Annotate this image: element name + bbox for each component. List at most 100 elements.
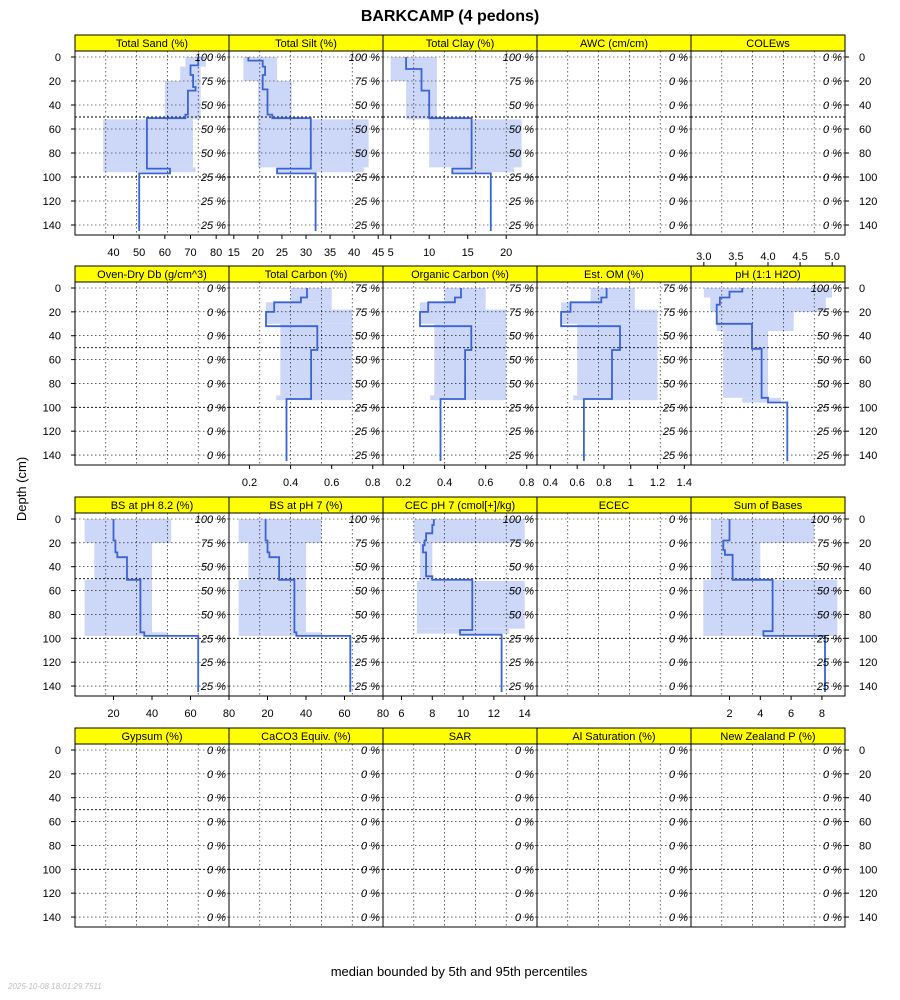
panel-title: CaCO3 Equiv. (%) — [261, 731, 351, 743]
panel: COLEws 0 % 0 % 0 % 0 % 0 % 0 % 0 % 0 % 0 20 40 60 80 1… — [690, 34, 877, 236]
y-tick-label: 80 — [859, 148, 871, 160]
contribution-label: 0 % — [823, 220, 842, 232]
panel-frame — [228, 743, 384, 928]
percentile-band — [452, 167, 514, 173]
y-tick-label: 60 — [859, 817, 871, 829]
median-line — [138, 57, 200, 231]
panel-frame — [690, 281, 846, 466]
contribution-label: 0 % — [823, 817, 842, 829]
contribution-label: 75 % — [355, 283, 380, 295]
contribution-label: 0 % — [669, 769, 688, 781]
contribution-label: 0 % — [669, 864, 688, 876]
x-tick-label: 15 — [462, 247, 474, 259]
contribution-label: 100 % — [503, 52, 534, 64]
y-tick-label: 60 — [859, 124, 871, 136]
contribution-label: 0 % — [207, 355, 226, 367]
y-tick-label: 140 — [43, 681, 61, 693]
contribution-label: 25 % — [354, 196, 380, 208]
contribution-label: 0 % — [361, 888, 380, 900]
contribution-label: 0 % — [361, 793, 380, 805]
contribution-label: 50 % — [509, 355, 534, 367]
x-tick-label: 4.0 — [760, 251, 775, 263]
contribution-label: 0 % — [669, 681, 688, 693]
contribution-label: 25 % — [508, 657, 534, 669]
percentile-band — [416, 581, 525, 629]
y-tick-label: 20 — [49, 76, 61, 88]
contribution-label: 0 % — [669, 562, 688, 574]
y-tick-label: 40 — [49, 331, 61, 343]
contribution-label: 0 % — [823, 172, 842, 184]
percentile-band — [290, 288, 332, 303]
contribution-label: 0 % — [823, 52, 842, 64]
contribution-label: 25 % — [508, 450, 534, 462]
panel-frame — [74, 743, 230, 928]
contribution-label: 75 % — [663, 307, 688, 319]
contribution-label: 75 % — [355, 76, 380, 88]
contribution-label: 25 % — [508, 426, 534, 438]
contribution-label: 0 % — [823, 76, 842, 88]
contribution-label: 50 % — [355, 331, 380, 343]
contribution-label: 25 % — [662, 426, 688, 438]
percentile-band — [420, 302, 486, 310]
y-tick-label: 100 — [859, 172, 877, 184]
contribution-label: 0 % — [361, 769, 380, 781]
percentile-band — [277, 167, 364, 173]
timestamp: 2025-10-08 18:01:29.7511 — [7, 982, 102, 991]
panel-title: ECEC — [599, 500, 630, 512]
contribution-label: 25 % — [200, 633, 226, 645]
contribution-label: 50 % — [509, 148, 534, 160]
y-tick-label: 120 — [43, 888, 61, 900]
contribution-label: 25 % — [354, 681, 380, 693]
y-tick-label: 120 — [859, 426, 877, 438]
contribution-label: 0 % — [361, 912, 380, 924]
panel-title: Gypsum (%) — [121, 731, 182, 743]
x-tick-label: 20 — [107, 708, 119, 720]
contribution-label: 25 % — [662, 450, 688, 462]
panel-title: Oven-Dry Db (g/cm^3) — [97, 269, 207, 281]
y-tick-label: 100 — [43, 172, 61, 184]
x-tick-label: 5.0 — [825, 251, 840, 263]
panel: Gypsum (%) 0 % 0 % 0 % 0 % 0 % 0 % 0 % 0 % 0 20 40 6… — [43, 727, 230, 928]
contribution-label: 25 % — [508, 402, 534, 414]
panel: Total Clay (%) 100 % 75 % 50 % 50 % 50 % 25 % 2… — [382, 34, 538, 259]
panel: BS at pH 7 (%) 100 % 75 % 50 % 50 % 50 % 25 % 2… — [228, 496, 389, 720]
percentile-band — [416, 628, 510, 634]
contribution-label: 100 % — [503, 514, 534, 526]
y-tick-label: 120 — [859, 888, 877, 900]
x-tick-label: 0.4 — [437, 477, 452, 489]
panel-frame — [690, 512, 846, 697]
percentile-band — [710, 297, 826, 312]
contribution-label: 0 % — [669, 657, 688, 669]
x-tick-label: 35 — [324, 247, 336, 259]
y-tick-label: 0 — [55, 745, 61, 757]
percentile-band — [266, 309, 353, 324]
percentile-band — [248, 542, 307, 580]
y-tick-label: 80 — [49, 378, 61, 390]
median-line — [715, 288, 789, 461]
contribution-label: 50 % — [509, 586, 534, 598]
contribution-label: 25 % — [200, 196, 226, 208]
y-tick-label: 80 — [49, 148, 61, 160]
contribution-label: 0 % — [207, 283, 226, 295]
x-tick-label: 45 — [372, 247, 384, 259]
panel-title: Total Sand (%) — [116, 38, 188, 50]
y-tick-label: 60 — [859, 355, 871, 367]
percentile-band — [590, 288, 635, 303]
x-tick-label: 14 — [519, 708, 531, 720]
contribution-label: 50 % — [817, 609, 842, 621]
panel: pH (1:1 H2O) 100 % 75 % 50 % 50 % 50 % 25 % 25 … — [690, 251, 877, 466]
contribution-label: 50 % — [201, 100, 226, 112]
contribution-label: 0 % — [669, 148, 688, 160]
contribution-label: 75 % — [817, 307, 842, 319]
y-axis-title: Depth (cm) — [14, 457, 29, 521]
median-line — [264, 519, 352, 692]
y-tick-label: 40 — [859, 331, 871, 343]
y-tick-label: 60 — [49, 355, 61, 367]
contribution-label: 75 % — [201, 76, 226, 88]
contribution-label: 0 % — [669, 220, 688, 232]
contribution-label: 50 % — [509, 562, 534, 574]
contribution-label: 0 % — [669, 633, 688, 645]
y-tick-label: 140 — [43, 220, 61, 232]
median-line — [560, 288, 621, 461]
x-tick-label: 6 — [788, 708, 794, 720]
